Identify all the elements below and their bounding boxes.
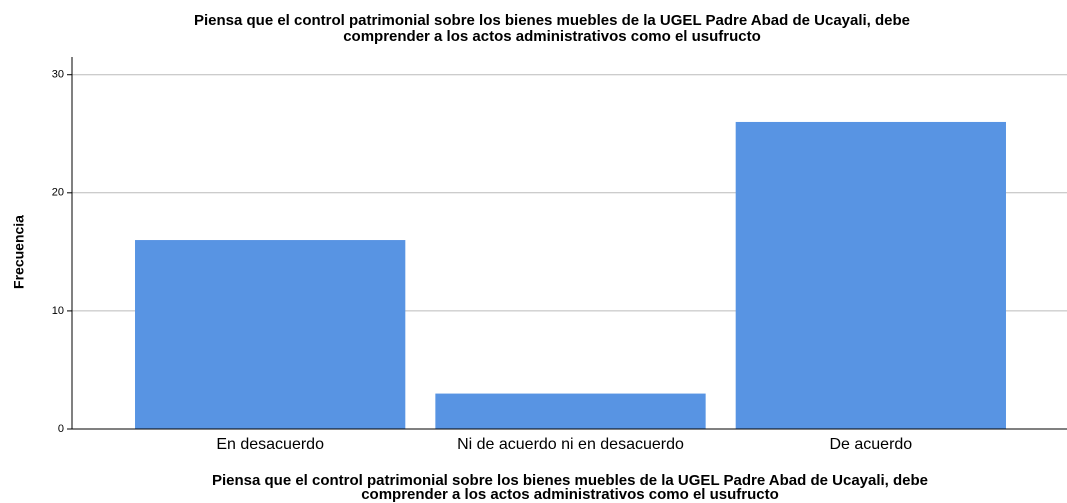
- x-tick-label: En desacuerdo: [216, 436, 324, 453]
- x-axis-label: Piensa que el control patrimonial sobre …: [212, 472, 928, 489]
- x-tick-label: De acuerdo: [829, 436, 912, 453]
- bar: [435, 393, 706, 429]
- y-tick-label: 0: [58, 423, 64, 435]
- y-tick-label: 10: [52, 305, 64, 317]
- bar: [135, 240, 406, 429]
- y-axis-label: Frecuencia: [11, 215, 27, 289]
- y-tick-label: 20: [52, 187, 64, 199]
- chart-title: comprender a los actos administrativos c…: [343, 28, 761, 45]
- x-axis-label: comprender a los actos administrativos c…: [361, 486, 779, 503]
- x-tick-label: Ni de acuerdo ni en desacuerdo: [457, 436, 684, 453]
- y-tick-label: 30: [52, 69, 64, 81]
- bar: [735, 121, 1006, 429]
- chart-title: Piensa que el control patrimonial sobre …: [194, 12, 910, 29]
